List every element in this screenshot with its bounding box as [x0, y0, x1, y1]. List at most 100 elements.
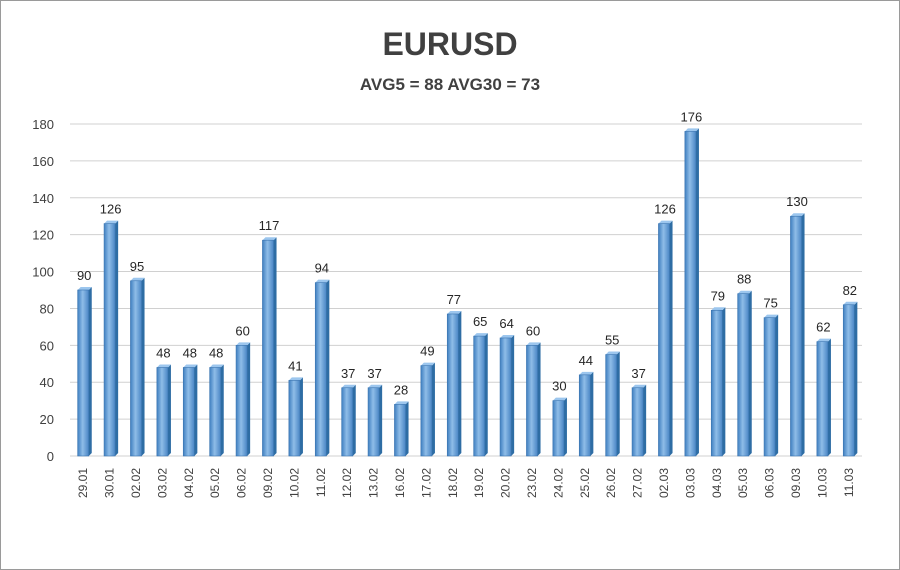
x-tick-label: 05.03	[736, 468, 750, 498]
y-tick-label: 180	[32, 117, 54, 132]
bar-front	[367, 387, 380, 457]
bar	[737, 290, 752, 457]
bar	[631, 384, 647, 457]
bar-side	[458, 310, 462, 456]
bar-front	[341, 387, 354, 457]
bar-side	[590, 371, 594, 456]
bar-top	[579, 371, 594, 375]
bar-front	[314, 282, 327, 457]
data-label: 37	[341, 366, 355, 381]
bar	[710, 307, 726, 457]
bar-top	[526, 342, 541, 346]
bar-side	[352, 384, 356, 456]
bar-front	[710, 309, 723, 457]
bar-top	[816, 338, 831, 342]
data-label: 94	[315, 261, 329, 276]
bar-side	[326, 279, 330, 456]
bar	[235, 342, 251, 457]
bar-side	[616, 351, 620, 456]
bar-front	[737, 293, 750, 457]
bar-side	[273, 237, 277, 456]
x-tick-label: 24.02	[551, 468, 565, 498]
x-tick-label: 30.01	[103, 468, 117, 498]
data-label: 126	[654, 202, 676, 217]
bar-front	[816, 341, 829, 457]
bar	[578, 371, 594, 457]
bar-side	[194, 364, 198, 456]
data-label: 95	[130, 259, 144, 274]
data-label: 79	[711, 288, 725, 303]
bar-top	[843, 301, 858, 305]
data-label: 60	[235, 323, 249, 338]
bar-side	[827, 338, 831, 456]
x-axis-ticks: 29.01 30.01 02.02 03.02 04.02 05.02 06.02 09.02…	[76, 468, 856, 498]
data-label: 28	[394, 382, 408, 397]
bar-top	[500, 334, 515, 338]
bar-side	[511, 334, 515, 456]
data-label: 176	[681, 109, 703, 124]
bar	[394, 401, 409, 457]
bar	[790, 213, 805, 457]
bar	[182, 364, 198, 457]
bar-top	[209, 364, 224, 368]
bar-side	[247, 342, 251, 456]
x-tick-label: 25.02	[578, 468, 592, 498]
bar	[552, 397, 567, 457]
bar	[446, 310, 462, 457]
bar-front	[394, 404, 406, 457]
bar	[816, 338, 831, 457]
x-tick-label: 02.03	[657, 468, 671, 498]
bar-front	[552, 400, 565, 457]
y-tick-label: 60	[40, 338, 54, 353]
y-tick-label: 100	[32, 265, 54, 280]
bar-top	[156, 364, 171, 368]
bar-top	[262, 237, 277, 241]
x-tick-label: 13.02	[367, 468, 381, 498]
bar-top	[737, 290, 752, 294]
bar-side	[669, 220, 673, 456]
data-label: 77	[447, 292, 461, 307]
x-tick-label: 23.02	[525, 468, 539, 498]
bar-side	[854, 301, 858, 456]
bar-front	[209, 367, 222, 457]
bar	[499, 334, 515, 457]
data-label: 41	[288, 358, 302, 373]
bar-top	[315, 279, 330, 283]
bar	[842, 301, 858, 457]
bar	[77, 287, 92, 457]
x-tick-label: 11.03	[842, 468, 856, 497]
bar-front	[446, 313, 459, 457]
gridlines	[70, 123, 862, 457]
x-tick-label: 26.02	[604, 468, 618, 498]
bar-side	[775, 314, 779, 456]
bar-top	[104, 220, 119, 224]
data-label: 48	[209, 345, 223, 360]
bar-front	[499, 337, 512, 457]
data-label: 126	[100, 202, 122, 217]
bar-top	[764, 314, 779, 318]
bar-side	[695, 128, 699, 456]
bar-front	[790, 215, 802, 457]
bar-side	[722, 307, 726, 456]
bar-top	[420, 362, 435, 366]
bar	[420, 362, 435, 457]
data-label: 130	[786, 194, 808, 209]
x-tick-label: 17.02	[419, 468, 433, 498]
bar-front	[605, 354, 618, 457]
x-tick-label: 29.01	[76, 468, 90, 498]
data-label: 65	[473, 314, 487, 329]
data-label: 55	[605, 333, 619, 348]
bar-front	[658, 223, 670, 457]
bar-front	[684, 131, 697, 457]
bar-top	[236, 342, 251, 346]
bar-side	[299, 377, 303, 456]
x-tick-label: 10.03	[815, 468, 829, 498]
data-label: 88	[737, 272, 751, 287]
y-tick-label: 20	[40, 412, 54, 427]
bar-side	[801, 213, 805, 456]
bar	[658, 220, 673, 457]
data-label: 64	[499, 316, 513, 331]
bar	[684, 128, 699, 457]
bar-side	[537, 342, 541, 456]
